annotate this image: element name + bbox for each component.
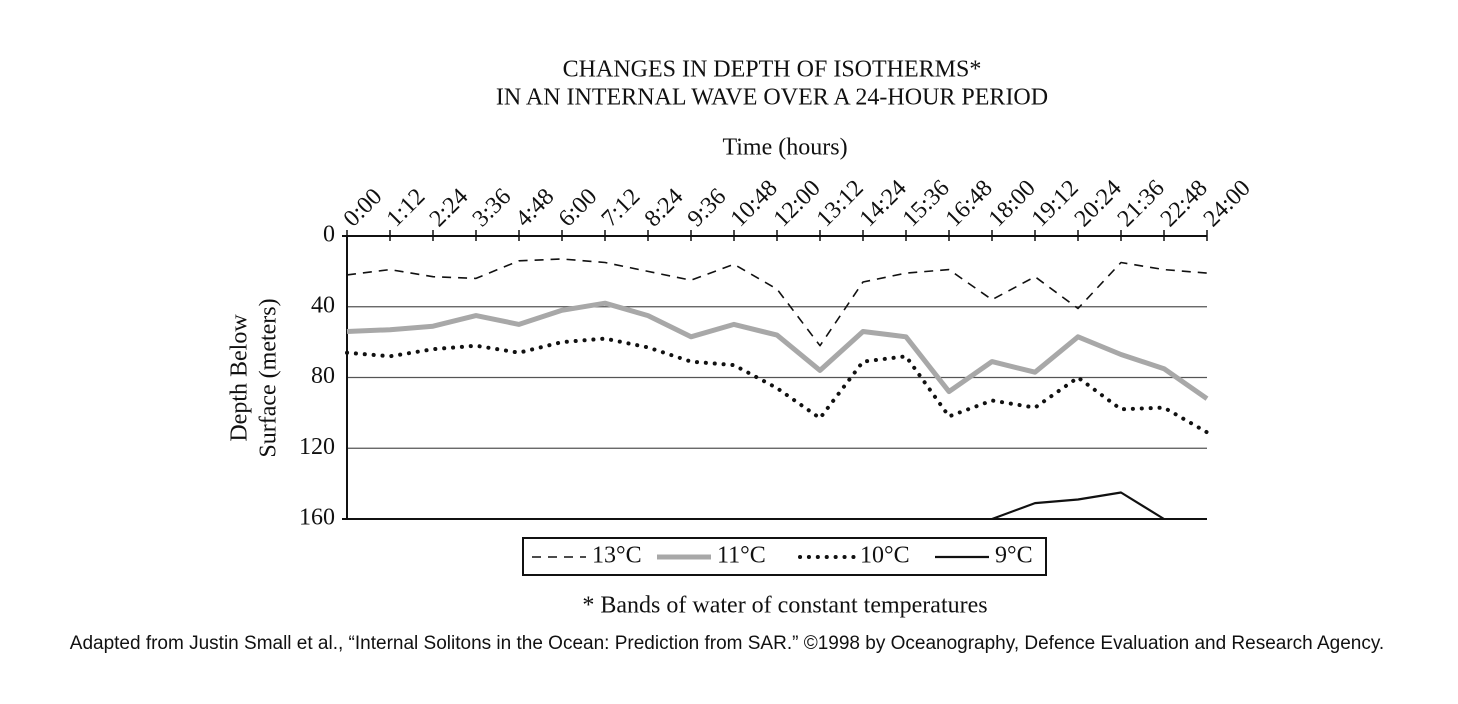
series-line [345, 336, 1209, 435]
x-tick-label: 12:00 [769, 175, 826, 232]
x-tick-label: 3:36 [468, 184, 517, 233]
x-tick-label: 9:36 [683, 184, 732, 233]
y-tick-label: 40 [311, 292, 335, 318]
x-tick-label: 6:00 [554, 184, 603, 233]
series-line [346, 300, 1209, 401]
y-axis-label: Surface (meters) [256, 298, 282, 457]
legend-label: 9°C [995, 543, 1033, 569]
source: Adapted from Justin Small et al., “Inter… [70, 633, 1384, 654]
legend-box [522, 537, 1047, 576]
y-tick-label: 80 [311, 363, 335, 389]
chart-title: IN AN INTERNAL WAVE OVER A 24-HOUR PERIO… [496, 85, 1048, 111]
x-tick-label: 1:12 [382, 184, 431, 233]
x-tick-label: 22:48 [1156, 175, 1213, 232]
x-tick-label: 14:24 [855, 175, 912, 232]
x-tick-label: 21:36 [1113, 175, 1170, 232]
chart-title: CHANGES IN DEPTH OF ISOTHERMS* [563, 57, 982, 83]
legend-label: 13°C [592, 543, 642, 569]
x-tick-label: 7:12 [597, 184, 646, 233]
y-tick-label: 120 [299, 434, 335, 460]
x-tick-label: 4:48 [511, 184, 560, 233]
series-line [346, 258, 1208, 347]
x-tick-label: 16:48 [941, 175, 998, 232]
legend-label: 11°C [717, 543, 766, 569]
x-tick-label: 2:24 [425, 184, 474, 233]
x-tick-label: 13:12 [812, 175, 869, 232]
y-axis-label: Depth Below [227, 314, 253, 442]
x-axis-label: Time (hours) [722, 135, 847, 161]
series-line [991, 491, 1165, 521]
x-tick-label: 19:12 [1027, 175, 1084, 232]
x-tick-label: 20:24 [1070, 175, 1127, 232]
legend-label: 10°C [860, 543, 910, 569]
x-tick-label: 0:00 [339, 184, 388, 233]
x-tick-label: 24:00 [1199, 175, 1256, 232]
x-tick-label: 10:48 [726, 175, 783, 232]
x-tick-label: 8:24 [640, 184, 689, 233]
y-tick-label: 160 [299, 505, 335, 531]
footnote: * Bands of water of constant temperature… [582, 593, 987, 619]
x-tick-label: 18:00 [984, 175, 1041, 232]
x-tick-label: 15:36 [898, 175, 955, 232]
y-tick-label: 0 [323, 222, 335, 248]
